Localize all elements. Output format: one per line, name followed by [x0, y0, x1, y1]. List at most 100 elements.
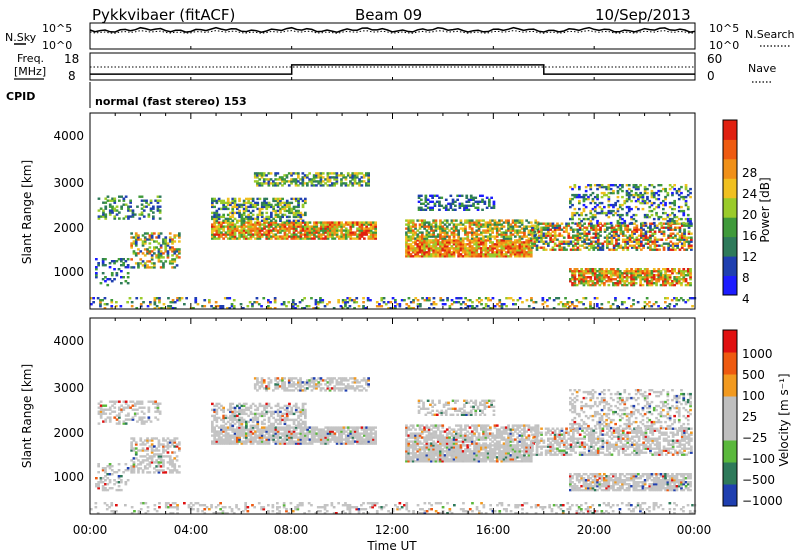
data-cell	[544, 240, 548, 243]
data-cell	[146, 250, 149, 253]
data-cell	[340, 174, 343, 177]
data-cell	[236, 221, 239, 224]
data-cell	[292, 205, 296, 209]
data-cell	[222, 201, 225, 205]
data-cell	[452, 239, 456, 242]
data-cell	[419, 303, 422, 306]
data-cell	[596, 246, 600, 249]
data-cell	[159, 443, 163, 446]
data-cell	[90, 297, 93, 300]
data-cell	[580, 280, 583, 283]
data-cell	[607, 203, 611, 207]
data-cell	[140, 402, 144, 405]
data-cell	[265, 237, 269, 240]
data-cell	[168, 262, 172, 265]
data-cell	[627, 272, 631, 275]
data-cell	[409, 221, 413, 224]
data-cell	[103, 303, 107, 306]
data-cell	[238, 436, 241, 439]
data-cell	[291, 303, 295, 306]
data-cell	[441, 241, 445, 244]
data-cell	[651, 248, 655, 251]
data-cell	[315, 432, 319, 435]
data-cell	[153, 461, 156, 464]
data-cell	[239, 303, 243, 306]
data-cell	[664, 187, 667, 191]
data-cell	[304, 436, 307, 439]
data-cell	[664, 268, 667, 271]
data-cell	[217, 215, 221, 219]
data-cell	[677, 205, 681, 209]
data-cell	[288, 219, 291, 222]
nave-label: Nave	[748, 62, 776, 75]
data-cell	[514, 303, 517, 306]
data-cell	[598, 278, 602, 281]
data-cell	[226, 219, 230, 222]
data-cell	[457, 253, 460, 256]
data-cell	[178, 299, 182, 302]
data-cell	[617, 242, 621, 245]
data-cell	[416, 245, 420, 248]
data-cell	[253, 301, 256, 304]
data-cell	[132, 465, 136, 468]
data-cell	[664, 282, 667, 285]
data-cell	[580, 274, 583, 277]
data-cell	[507, 243, 510, 246]
data-cell	[249, 436, 253, 439]
data-cell	[610, 228, 614, 231]
data-cell	[258, 178, 262, 181]
data-cell	[229, 436, 232, 439]
data-cell	[99, 481, 103, 484]
data-cell	[459, 245, 463, 248]
data-cell	[349, 233, 353, 236]
data-cell	[265, 442, 269, 445]
data-cell	[168, 246, 172, 249]
data-cell	[242, 235, 246, 238]
data-cell	[587, 283, 590, 287]
data-cell	[267, 182, 271, 185]
data-cell	[655, 270, 658, 273]
data-cell	[153, 303, 157, 306]
data-cell	[452, 241, 456, 244]
data-cell	[657, 280, 661, 283]
data-cell	[272, 180, 275, 183]
data-cell	[689, 187, 692, 191]
data-cell	[306, 432, 309, 435]
data-cell	[667, 226, 670, 229]
data-cell	[306, 182, 309, 185]
data-cell	[684, 278, 688, 281]
data-cell	[427, 233, 431, 236]
data-cell	[219, 307, 222, 310]
freq-trace	[90, 64, 695, 75]
data-cell	[666, 305, 669, 308]
data-cell	[294, 178, 298, 181]
data-cell	[615, 248, 618, 251]
data-cell	[127, 207, 130, 210]
data-cell	[601, 224, 605, 227]
data-cell	[593, 268, 597, 271]
data-cell	[222, 225, 225, 228]
data-cell	[150, 262, 154, 265]
data-cell	[646, 278, 649, 281]
data-cell	[648, 280, 652, 283]
data-cell	[153, 299, 157, 302]
data-cell	[618, 280, 622, 283]
data-cell	[301, 432, 305, 435]
data-cell	[674, 234, 677, 237]
data-cell	[333, 221, 337, 224]
data-cell	[326, 184, 330, 187]
data-cell	[407, 251, 411, 254]
data-cell	[648, 274, 652, 277]
data-cell	[159, 252, 163, 255]
data-cell	[346, 307, 350, 310]
data-cell	[423, 239, 426, 242]
data-cell	[306, 221, 309, 224]
data-cell	[552, 299, 556, 302]
data-cell	[558, 234, 562, 237]
data-cell	[171, 238, 174, 241]
data-cell	[470, 255, 474, 258]
data-cell	[417, 208, 421, 211]
data-cell	[213, 438, 216, 441]
data-cell	[641, 283, 645, 287]
data-cell	[249, 217, 253, 221]
